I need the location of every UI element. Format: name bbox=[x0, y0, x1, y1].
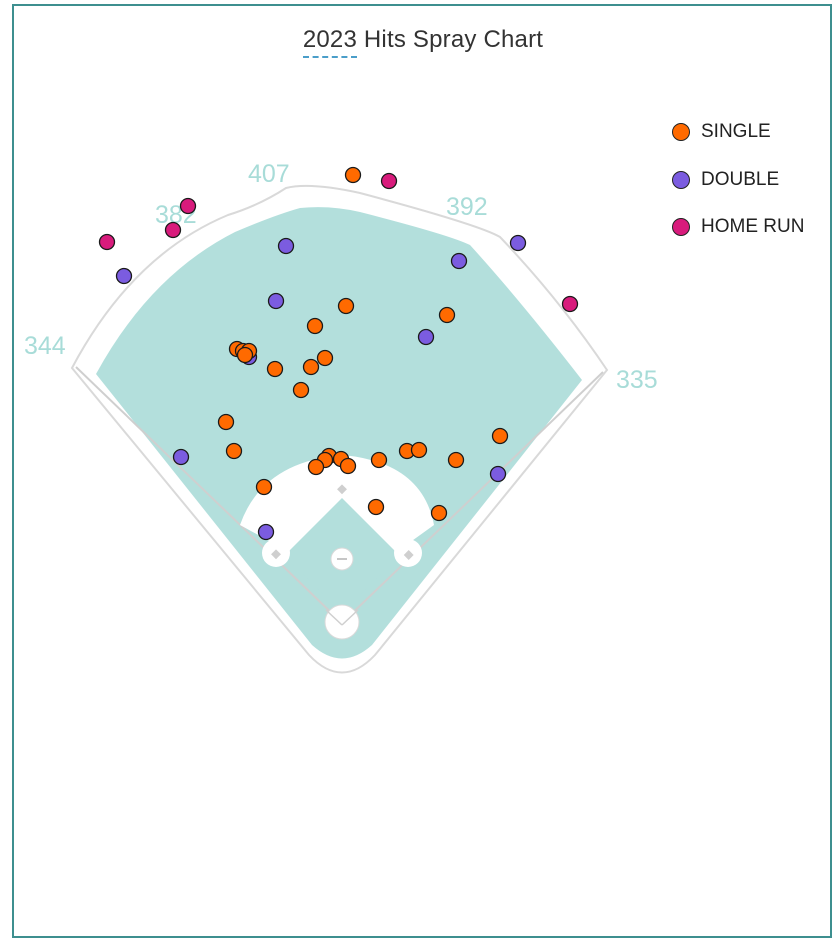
hit-marker-home-run[interactable] bbox=[561, 295, 579, 313]
hit-marker-single[interactable] bbox=[302, 358, 320, 376]
hit-marker-double[interactable] bbox=[115, 267, 133, 285]
hit-marker-single[interactable] bbox=[337, 297, 355, 315]
chart-title: 2023 Hits Spray Chart bbox=[0, 26, 840, 58]
hit-marker-single[interactable] bbox=[236, 346, 254, 364]
outfield-grass bbox=[96, 207, 582, 659]
hit-marker-double[interactable] bbox=[257, 523, 275, 541]
pitchers-rubber bbox=[337, 558, 347, 560]
legend: SINGLE DOUBLE HOME RUN bbox=[672, 120, 804, 263]
hit-marker-single[interactable] bbox=[438, 306, 456, 324]
hit-marker-home-run[interactable] bbox=[380, 172, 398, 190]
hit-marker-home-run[interactable] bbox=[179, 197, 197, 215]
hit-marker-single[interactable] bbox=[339, 457, 357, 475]
title-text: Hits Spray Chart bbox=[357, 26, 544, 53]
hit-marker-single[interactable] bbox=[266, 360, 284, 378]
distance-label-lf: 344 bbox=[24, 332, 66, 360]
hit-marker-single[interactable] bbox=[225, 442, 243, 460]
hit-marker-single[interactable] bbox=[217, 413, 235, 431]
hit-marker-double[interactable] bbox=[267, 292, 285, 310]
distance-label-rf: 335 bbox=[616, 366, 658, 394]
hit-marker-single[interactable] bbox=[344, 166, 362, 184]
hit-marker-double[interactable] bbox=[509, 234, 527, 252]
hit-marker-double[interactable] bbox=[489, 465, 507, 483]
legend-label-home-run: HOME RUN bbox=[701, 216, 805, 237]
hit-marker-double[interactable] bbox=[277, 237, 295, 255]
hit-marker-home-run[interactable] bbox=[98, 233, 116, 251]
hit-marker-double[interactable] bbox=[172, 448, 190, 466]
first-base bbox=[403, 550, 414, 560]
home-plate-area bbox=[324, 604, 360, 640]
legend-item-double[interactable]: DOUBLE bbox=[672, 168, 804, 216]
left-foul-line bbox=[75, 366, 343, 624]
hit-marker-single[interactable] bbox=[316, 349, 334, 367]
right-foul-line bbox=[341, 371, 604, 624]
hit-marker-single[interactable] bbox=[430, 504, 448, 522]
hit-marker-single[interactable] bbox=[307, 458, 325, 476]
hit-marker-single[interactable] bbox=[370, 451, 388, 469]
home-right-line bbox=[341, 609, 359, 626]
chart-frame bbox=[12, 4, 832, 938]
hit-marker-single[interactable] bbox=[306, 317, 324, 335]
legend-swatch-double bbox=[672, 170, 690, 189]
legend-label-single: SINGLE bbox=[701, 121, 771, 142]
hit-marker-single[interactable] bbox=[410, 441, 428, 459]
hit-marker-single[interactable] bbox=[367, 498, 385, 516]
second-base bbox=[337, 484, 347, 495]
legend-item-single[interactable]: SINGLE bbox=[672, 120, 804, 168]
legend-item-home-run[interactable]: HOME RUN bbox=[672, 215, 804, 263]
home-left-line bbox=[325, 609, 343, 626]
hit-marker-double[interactable] bbox=[450, 252, 468, 270]
distance-label-rcf: 392 bbox=[446, 193, 488, 221]
hit-marker-double[interactable] bbox=[417, 328, 435, 346]
legend-swatch-home-run bbox=[672, 218, 690, 236]
hit-marker-single[interactable] bbox=[447, 451, 465, 469]
hit-marker-single[interactable] bbox=[491, 427, 509, 445]
distance-label-cf: 407 bbox=[248, 160, 290, 188]
title-year[interactable]: 2023 bbox=[302, 26, 358, 58]
hit-marker-single[interactable] bbox=[255, 478, 273, 496]
legend-label-double: DOUBLE bbox=[701, 168, 780, 190]
legend-swatch-single bbox=[672, 123, 690, 141]
hit-marker-home-run[interactable] bbox=[164, 221, 182, 239]
hit-markers bbox=[98, 166, 579, 541]
hit-marker-single[interactable] bbox=[292, 381, 310, 399]
